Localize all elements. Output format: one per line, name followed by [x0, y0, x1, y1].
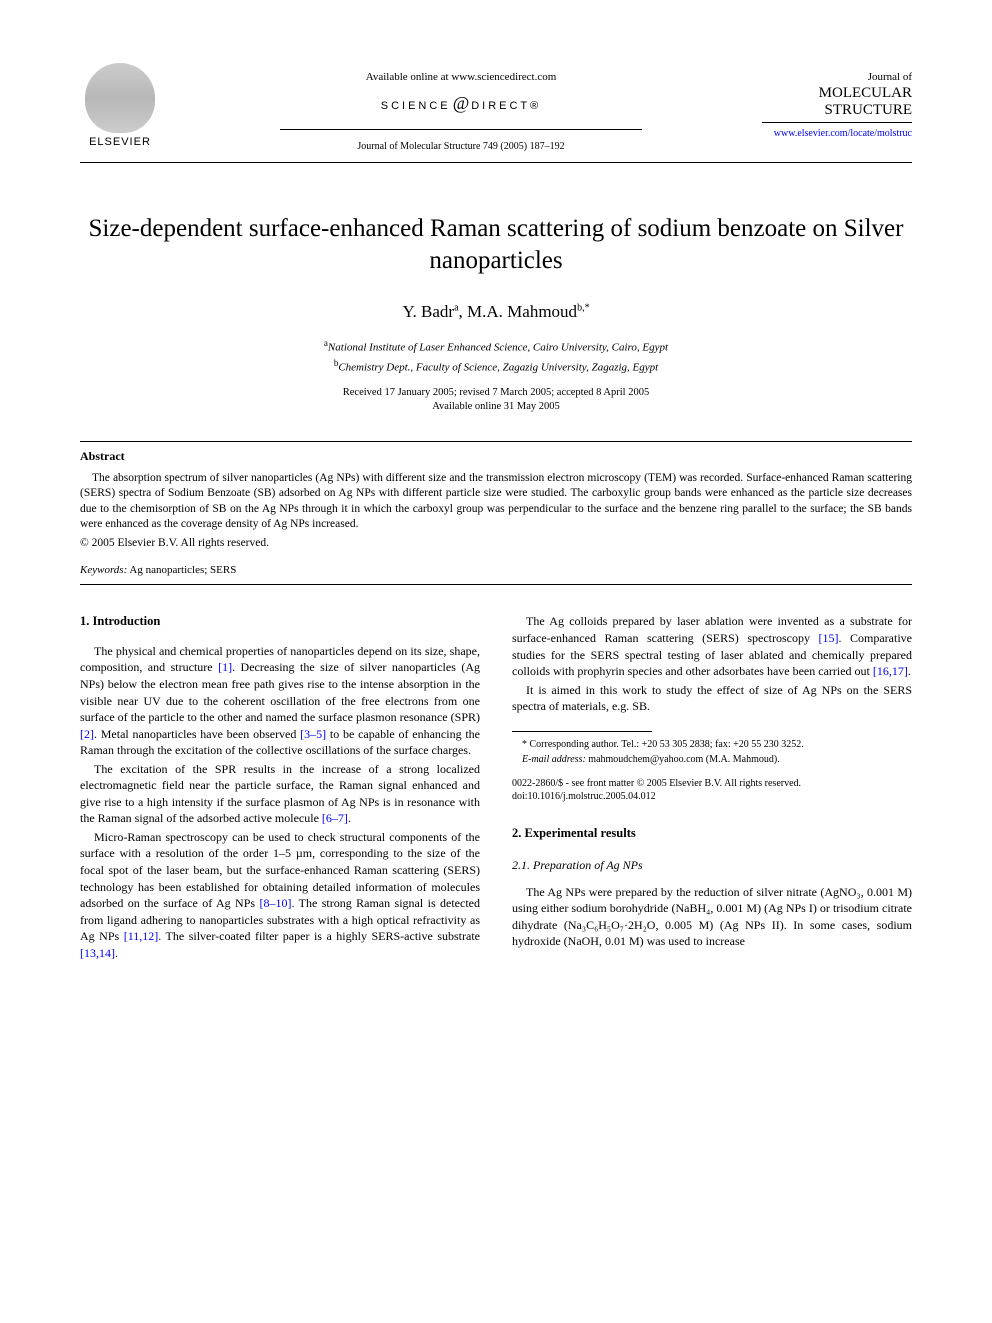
intro-p3: Micro-Raman spectroscopy can be used to … [80, 829, 480, 961]
elsevier-logo: ELSEVIER [80, 60, 160, 150]
intro-p1: The physical and chemical properties of … [80, 643, 480, 759]
ref-8-10[interactable]: [8–10] [259, 896, 291, 910]
abstract-heading: Abstract [80, 448, 912, 465]
intro-p5: It is aimed in this work to study the ef… [512, 682, 912, 715]
body-columns: 1. Introduction The physical and chemica… [80, 613, 912, 961]
elsevier-label: ELSEVIER [89, 135, 151, 150]
footer-issn: 0022-2860/$ - see front matter © 2005 El… [512, 777, 912, 790]
science-direct-logo: SCIENCE@DIRECT® [160, 91, 762, 116]
header-row: ELSEVIER Available online at www.science… [80, 60, 912, 154]
footnote-block: * Corresponding author. Tel.: +20 53 305… [512, 738, 912, 768]
available-online-text: Available online at www.sciencedirect.co… [160, 70, 762, 85]
journal-link[interactable]: www.elsevier.com/locate/molstruc [762, 127, 912, 141]
footnote-email: E-mail address: mahmoudchem@yahoo.com (M… [512, 753, 912, 767]
experimental-heading: 2. Experimental results [512, 825, 912, 843]
abstract-copyright: © 2005 Elsevier B.V. All rights reserved… [80, 535, 912, 551]
footnote-corresponding: * Corresponding author. Tel.: +20 53 305… [512, 738, 912, 752]
footer-meta: 0022-2860/$ - see front matter © 2005 El… [512, 777, 912, 803]
ref-6-7[interactable]: [6–7] [322, 811, 348, 825]
header-rule-bottom [80, 162, 912, 163]
journal-title-block: Journal of MOLECULAR STRUCTURE www.elsev… [762, 60, 912, 141]
intro-p2: The excitation of the SPR results in the… [80, 761, 480, 827]
sd-at-icon: @ [453, 93, 470, 113]
ref-16-17[interactable]: [16,17] [873, 664, 908, 678]
intro-p4: The Ag colloids prepared by laser ablati… [512, 613, 912, 679]
keywords-text: Ag nanoparticles; SERS [127, 564, 236, 576]
email-value: mahmoudchem@yahoo.com (M.A. Mahmoud). [586, 754, 780, 765]
journal-name-1: MOLECULAR [762, 85, 912, 102]
dates-online: Available online 31 May 2005 [80, 400, 912, 415]
article-dates: Received 17 January 2005; revised 7 Marc… [80, 386, 912, 415]
sd-right: DIRECT® [471, 100, 541, 112]
experimental-p1: The Ag NPs were prepared by the reductio… [512, 884, 912, 950]
intro-heading: 1. Introduction [80, 613, 480, 631]
footer-doi: doi:10.1016/j.molstruc.2005.04.012 [512, 790, 912, 803]
header-center: Available online at www.sciencedirect.co… [160, 60, 762, 154]
keywords-line: Keywords: Ag nanoparticles; SERS [80, 563, 912, 578]
sd-left: SCIENCE [381, 100, 451, 112]
affiliations: aNational Institute of Laser Enhanced Sc… [80, 337, 912, 375]
experimental-subheading: 2.1. Preparation of Ag NPs [512, 857, 912, 874]
ref-3-5[interactable]: [3–5] [300, 727, 326, 741]
abstract-body: The absorption spectrum of silver nanopa… [80, 471, 912, 533]
journal-of-label: Journal of [762, 70, 912, 85]
affiliation-b: Chemistry Dept., Faculty of Science, Zag… [338, 361, 658, 373]
journal-rule [762, 122, 912, 123]
dates-received: Received 17 January 2005; revised 7 Marc… [80, 386, 912, 401]
ref-2[interactable]: [2] [80, 727, 94, 741]
article-title: Size-dependent surface-enhanced Raman sc… [80, 213, 912, 278]
email-label: E-mail address: [522, 754, 586, 765]
journal-reference: Journal of Molecular Structure 749 (2005… [160, 140, 762, 154]
ref-13-14[interactable]: [13,14] [80, 946, 115, 960]
ref-15[interactable]: [15] [819, 631, 839, 645]
journal-name-2: STRUCTURE [762, 102, 912, 119]
affiliation-a: National Institute of Laser Enhanced Sci… [328, 342, 668, 354]
elsevier-tree-icon [85, 63, 155, 133]
authors-line: Y. Badra, M.A. Mahmoudb,* [80, 300, 912, 324]
abstract-bottom-rule [80, 584, 912, 585]
keywords-label: Keywords: [80, 564, 127, 576]
abstract-top-rule [80, 441, 912, 442]
ref-1[interactable]: [1] [218, 660, 232, 674]
abstract-text: The absorption spectrum of silver nanopa… [80, 471, 912, 533]
header-rule-top [280, 129, 641, 130]
ref-11-12[interactable]: [11,12] [124, 929, 159, 943]
footnote-separator [512, 731, 652, 732]
